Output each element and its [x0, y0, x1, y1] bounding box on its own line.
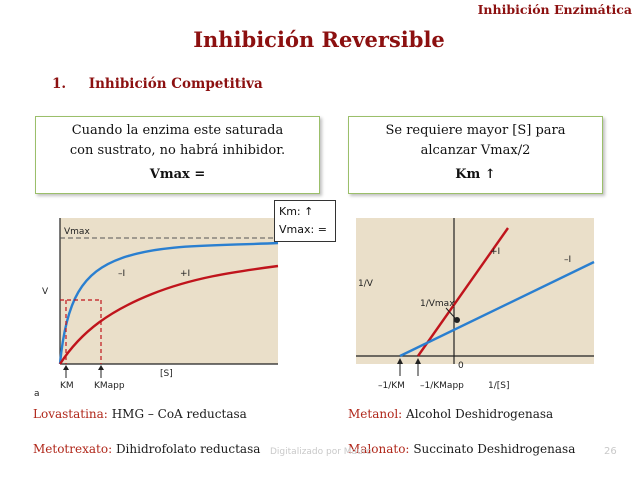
box-right-line2: alcanzar Vmax/2	[420, 143, 531, 158]
line-no-inhibitor	[399, 260, 595, 358]
label-1-over-s: 1/[S]	[488, 381, 510, 391]
curve-no-inhibitor	[58, 241, 279, 365]
subtitle-number: 1.	[52, 76, 67, 92]
label-kmapp: KMapp	[94, 381, 125, 391]
box-right-line1: Se requiere mayor [S] para	[385, 123, 566, 138]
label-plus-i-left: +I	[180, 269, 190, 279]
graph-left-plot-area	[60, 218, 278, 364]
subtitle-text: Inhibición Competitiva	[88, 76, 263, 92]
label-vmax: Vmax	[64, 227, 90, 237]
subtitle: 1. Inhibición Competitiva	[52, 76, 263, 92]
label-origin: 0	[458, 361, 464, 371]
box-left-line2: con sustrato, no habrá inhibidor.	[69, 143, 286, 158]
example-malonato: Malonato: Succinato Deshidrogenasa	[348, 442, 576, 456]
km-note-box: Se requiere mayor [S] para alcanzar Vmax…	[348, 116, 603, 194]
page-title: Inhibición Reversible	[193, 27, 445, 52]
box-right-line3: Km ↑	[455, 167, 496, 182]
parameter-note: Km: ↑ Vmax: =	[274, 200, 336, 242]
note-vmax: Vmax: =	[279, 223, 327, 236]
watermark: Digitalizado por Mauro	[270, 447, 372, 457]
box-left-line1: Cuando la enzima este saturada	[71, 123, 284, 138]
label-km: KM	[60, 381, 74, 391]
label-s: [S]	[160, 369, 173, 379]
saturation-note-box: Cuando la enzima este saturada con sustr…	[35, 116, 320, 194]
label-plus-i-right: +I	[490, 247, 500, 257]
michaelis-menten-graph: Vmax V –I +I KM KMapp [S] a	[32, 210, 284, 400]
line-with-inhibitor	[417, 227, 509, 357]
page-number: 26	[604, 446, 617, 457]
graph-right-plot-area	[356, 218, 594, 364]
panel-label: a	[34, 389, 40, 399]
label-minus-i-left: –I	[118, 269, 125, 279]
label-minus-i-right: –I	[564, 255, 571, 265]
example-metotrexato: Metotrexato: Dihidrofolato reductasa	[33, 442, 261, 456]
lineweaver-burk-graph: 1/V +I –I 1/Vmax 0 –1/KM –1/KMapp 1/[S]	[348, 210, 600, 400]
label-v: V	[42, 287, 49, 297]
label-1-over-vmax: 1/Vmax	[420, 299, 455, 309]
section-tag: Inhibición Enzimática	[477, 2, 632, 17]
curve-with-inhibitor	[58, 264, 279, 365]
note-km: Km: ↑	[279, 205, 314, 218]
label-neg-1-over-kmapp: –1/KMapp	[420, 381, 464, 391]
label-1-over-v: 1/V	[358, 279, 374, 289]
example-metanol: Metanol: Alcohol Deshidrogenasa	[348, 407, 554, 421]
box-left-line3: Vmax =	[149, 167, 206, 182]
example-lovastatina: Lovastatina: HMG – CoA reductasa	[33, 407, 247, 421]
label-neg-1-over-km: –1/KM	[378, 381, 405, 391]
